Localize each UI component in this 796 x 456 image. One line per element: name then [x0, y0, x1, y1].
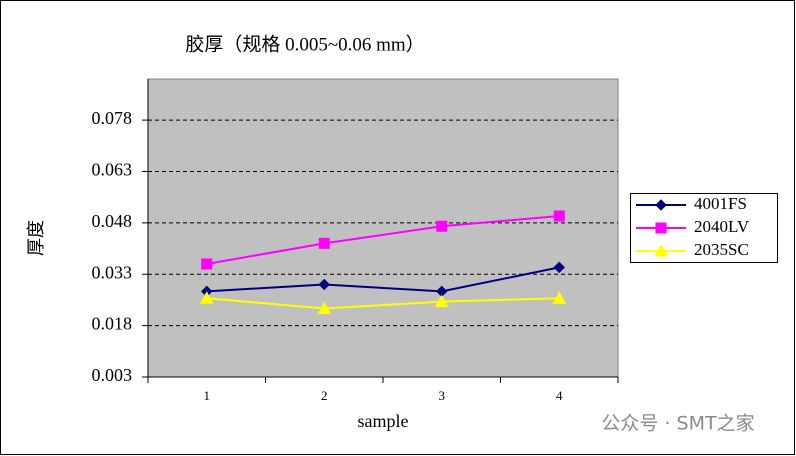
data-point — [201, 258, 213, 270]
legend-marker — [655, 222, 667, 234]
data-point — [318, 278, 330, 291]
y-tick-label: 0.018 — [92, 314, 133, 334]
data-point — [434, 294, 449, 308]
legend-marker — [655, 199, 667, 211]
data-point — [318, 237, 330, 249]
data-point — [436, 220, 448, 232]
x-axis-label: sample — [358, 411, 409, 431]
x-tick-label: 2 — [321, 388, 328, 403]
data-point — [553, 261, 565, 274]
y-tick-label: 0.003 — [92, 365, 133, 385]
series-line — [206, 266, 560, 293]
y-tick-label: 0.078 — [92, 108, 133, 128]
plot-area — [147, 78, 619, 378]
x-tick-label: 4 — [556, 388, 563, 403]
legend-label: 2035SC — [694, 240, 749, 259]
x-tick-label: 3 — [439, 388, 446, 403]
watermark: 公众号 · SMT之家 — [601, 413, 754, 435]
data-point — [552, 291, 567, 304]
legend-marker — [654, 243, 668, 257]
series-line — [206, 297, 560, 310]
chart-title: 胶厚（规格 0.005~0.06 mm） — [185, 33, 424, 55]
legend-label: 4001FS — [694, 194, 747, 213]
y-tick-label: 0.033 — [92, 262, 133, 282]
x-tick-label: 1 — [204, 388, 211, 403]
y-tick-label: 0.063 — [92, 160, 133, 180]
data-point — [199, 291, 214, 304]
data-point — [553, 210, 565, 222]
y-axis-label: 厚度 — [26, 220, 46, 256]
series-line — [206, 215, 560, 265]
legend-label: 2040LV — [694, 217, 750, 236]
data-point — [317, 301, 332, 314]
y-tick-label: 0.048 — [92, 211, 133, 231]
